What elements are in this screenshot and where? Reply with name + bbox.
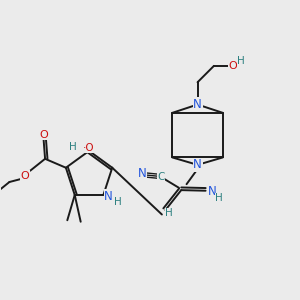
Text: N: N bbox=[138, 167, 146, 180]
Text: ·O: ·O bbox=[82, 143, 94, 153]
Text: N: N bbox=[208, 185, 217, 198]
Text: H: H bbox=[165, 208, 173, 218]
Text: N: N bbox=[104, 190, 113, 203]
Text: N: N bbox=[138, 167, 146, 180]
Text: N: N bbox=[208, 185, 217, 198]
Text: O: O bbox=[39, 130, 48, 140]
Text: ·O: ·O bbox=[81, 143, 92, 154]
Text: O: O bbox=[21, 171, 29, 181]
Text: H: H bbox=[215, 194, 223, 203]
Text: H: H bbox=[237, 56, 245, 65]
Text: N: N bbox=[193, 158, 202, 171]
Text: H: H bbox=[69, 142, 76, 152]
Text: N: N bbox=[193, 158, 202, 171]
Text: O: O bbox=[21, 171, 29, 181]
Text: H: H bbox=[114, 196, 122, 206]
Text: C: C bbox=[157, 172, 165, 182]
Text: H: H bbox=[165, 208, 173, 218]
Text: H: H bbox=[114, 196, 122, 206]
Text: O: O bbox=[39, 130, 48, 140]
Text: N: N bbox=[193, 98, 202, 111]
Text: H: H bbox=[237, 56, 245, 65]
Text: O: O bbox=[229, 61, 238, 71]
Text: O: O bbox=[229, 61, 238, 71]
Text: C: C bbox=[157, 172, 165, 182]
Text: H: H bbox=[69, 142, 76, 152]
Text: H: H bbox=[215, 194, 223, 203]
Text: N: N bbox=[193, 98, 202, 111]
Text: N: N bbox=[104, 190, 113, 203]
